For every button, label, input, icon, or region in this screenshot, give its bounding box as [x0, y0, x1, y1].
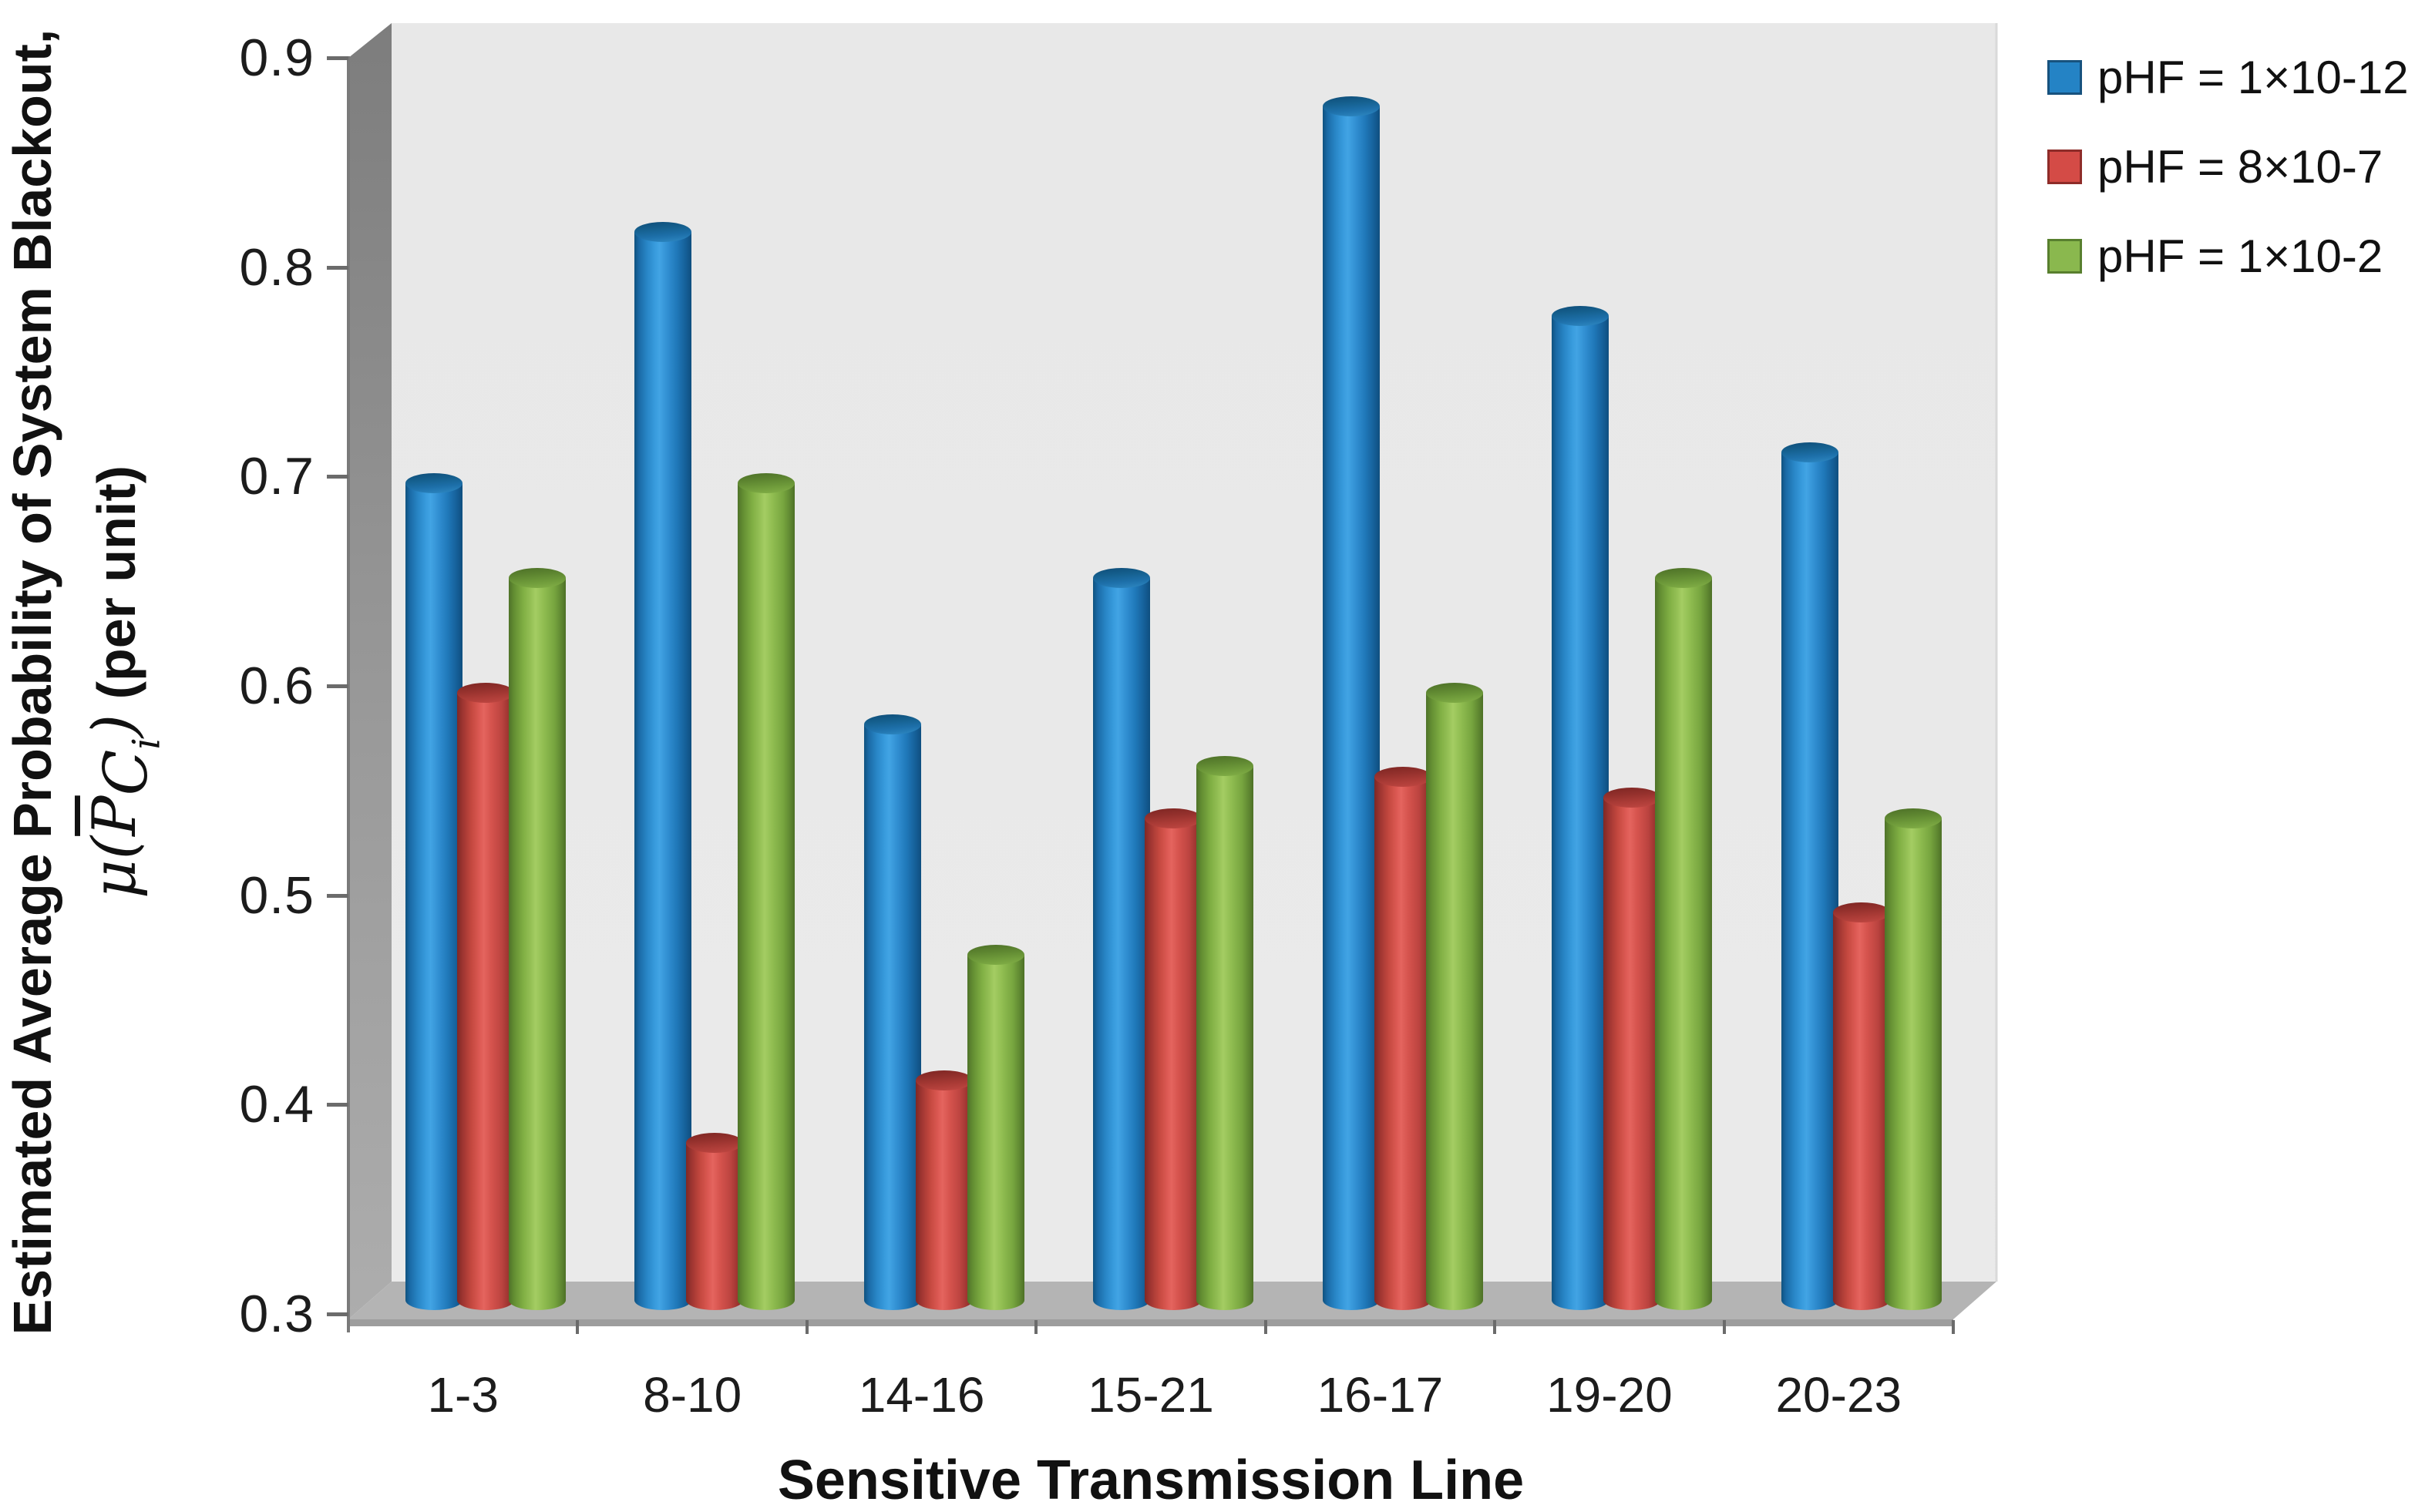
x-boundary-tick-4 [1263, 1320, 1267, 1334]
bar-body [1884, 818, 1942, 1300]
bar-top-cap [1832, 902, 1890, 923]
bar-body [686, 1143, 744, 1300]
bar-top-cap [863, 714, 921, 734]
bar-body [1781, 452, 1838, 1300]
x-category-label-16-17: 16-17 [1317, 1367, 1444, 1423]
y-tick-mark-0.8 [327, 265, 348, 270]
math-sub-c: C [92, 749, 162, 796]
bar-body [634, 232, 692, 1300]
bar-body [457, 693, 514, 1300]
y-tick-mark-0.3 [327, 1312, 348, 1317]
bar-body [1655, 577, 1713, 1300]
legend-label-series3: pHF = 1×10-2 [2097, 230, 2383, 282]
bar-top-cap [634, 222, 692, 243]
bar-body [1145, 818, 1202, 1300]
bar-top-cap [686, 1133, 744, 1154]
math-subscript: Ci [92, 738, 169, 796]
bar-top-cap [1655, 567, 1713, 588]
x-axis-title: Sensitive Transmission Line [777, 1450, 1525, 1511]
bar-top-cap [457, 683, 514, 704]
bar-top-cap [967, 944, 1024, 965]
x-category-label-15-21: 15-21 [1088, 1367, 1214, 1423]
y-tick-label-0.6: 0.6 [239, 657, 314, 715]
bar-top-cap [738, 473, 795, 494]
bar-top-cap [1196, 756, 1254, 777]
bar-body [1603, 797, 1661, 1300]
y-tick-mark-0.9 [327, 56, 348, 60]
legend-item-series3: pHF = 1×10-2 [2047, 230, 2409, 282]
bar-body [863, 724, 921, 1300]
legend-swatch-green [2047, 238, 2082, 274]
x-boundary-tick-1 [576, 1320, 580, 1334]
y-axis-title-line1: Estimated Average Probability of System … [2, 29, 63, 1336]
bar-top-cap [1552, 306, 1609, 327]
x-category-label-8-10: 8-10 [643, 1367, 742, 1423]
bar-top-cap [1884, 808, 1942, 829]
x-category-label-14-16: 14-16 [858, 1367, 985, 1423]
bar-top-cap [1603, 787, 1661, 808]
math-sub-i: i [125, 738, 169, 750]
bar-body [1832, 912, 1890, 1300]
y-tick-mark-0.4 [327, 1103, 348, 1107]
y-axis-line [347, 56, 350, 1332]
y-axis-title-line2: μ(PCi) (per unit) [72, 465, 190, 899]
legend-swatch-blue [2047, 59, 2082, 95]
x-boundary-tick-5 [1493, 1320, 1497, 1334]
left-wall [348, 23, 392, 1319]
y-tick-label-0.7: 0.7 [239, 447, 314, 506]
y-tick-label-0.3: 0.3 [239, 1285, 314, 1344]
x-category-label-20-23: 20-23 [1775, 1367, 1902, 1423]
y-tick-label-0.8: 0.8 [239, 237, 314, 297]
legend-swatch-red [2047, 149, 2082, 184]
bar-body [405, 483, 462, 1300]
x-boundary-tick-3 [1034, 1320, 1038, 1334]
legend-item-series2: pHF = 8×10-7 [2047, 141, 2409, 193]
bar-body [967, 954, 1024, 1300]
x-boundary-tick-7 [1952, 1320, 1955, 1334]
math-open-paren: ( [80, 835, 150, 860]
x-boundary-tick-6 [1722, 1320, 1726, 1334]
y-tick-label-0.4: 0.4 [239, 1075, 314, 1134]
bar-top-cap [1374, 766, 1431, 787]
bar-top-cap [1145, 808, 1202, 829]
y-tick-mark-0.7 [327, 475, 348, 479]
math-close-paren: ) [80, 714, 150, 738]
x-category-label-19-20: 19-20 [1546, 1367, 1673, 1423]
math-p-bar: P [80, 795, 150, 836]
math-mu: μ [80, 859, 150, 899]
x-boundary-tick-2 [805, 1320, 809, 1334]
y-axis-title: Estimated Average Probability of System … [2, 4, 180, 1360]
bar-top-cap [915, 1070, 973, 1090]
bar-top-cap [405, 473, 462, 494]
bar-body [1552, 316, 1609, 1300]
bar-body [1196, 766, 1254, 1300]
bar-body [915, 1080, 973, 1300]
y-tick-label-0.5: 0.5 [239, 865, 314, 925]
bar-top-cap [1781, 442, 1838, 462]
bar-body [1374, 776, 1431, 1300]
legend: pHF = 1×10-12 pHF = 8×10-7 pHF = 1×10-2 [2047, 52, 2409, 327]
y-tick-label-0.9: 0.9 [239, 29, 314, 87]
bar-top-cap [1322, 96, 1380, 117]
bar-body [1425, 693, 1483, 1300]
legend-item-series1: pHF = 1×10-12 [2047, 52, 2409, 103]
y-axis-title-suffix: (per unit) [86, 465, 147, 714]
bar-body [509, 577, 566, 1300]
bar-body [738, 483, 795, 1300]
floor-front-edge [348, 1319, 1953, 1326]
y-tick-mark-0.6 [327, 684, 348, 688]
bar-top-cap [1425, 683, 1483, 704]
y-tick-mark-0.5 [327, 893, 348, 898]
bar-body [1322, 106, 1380, 1300]
legend-label-series1: pHF = 1×10-12 [2097, 51, 2409, 103]
bar-top-cap [1093, 567, 1151, 588]
bar-top-cap [509, 567, 566, 588]
legend-label-series2: pHF = 8×10-7 [2097, 140, 2383, 193]
bar-body [1093, 577, 1151, 1300]
x-category-label-1-3: 1-3 [427, 1367, 499, 1423]
